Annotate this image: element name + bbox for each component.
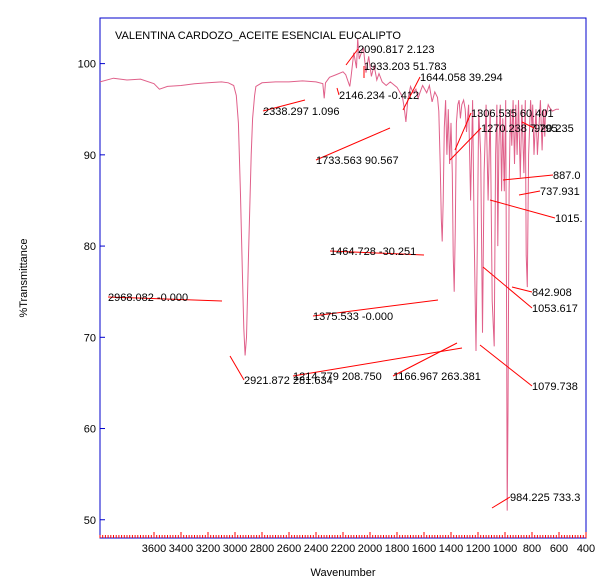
x-tick-label: 3600 — [142, 543, 166, 555]
annotation-leader — [329, 250, 425, 256]
y-tick-label: 90 — [84, 150, 96, 162]
annotation-leader — [336, 87, 340, 96]
peak-label: 737.931 — [540, 186, 580, 198]
peak-annotations: 2968.082 -0.000 2921.872 281.634 2338.297 … — [107, 44, 583, 509]
y-tick-label: 80 — [84, 241, 96, 253]
annotation-leader — [454, 112, 472, 151]
x-tick-label: 600 — [550, 543, 568, 555]
x-tick-label: 1400 — [439, 543, 463, 555]
y-axis-tick-labels: 50 60 70 80 90 100 — [78, 59, 96, 527]
chart-title: VALENTINA CARDOZO_ACEITE ESENCIAL EUCALI… — [115, 30, 401, 42]
peak-label: 1644.058 39.294 — [420, 72, 503, 84]
annotation-leader — [107, 296, 223, 302]
y-tick-label: 70 — [84, 332, 96, 344]
peak-label: 920.235 — [534, 123, 574, 135]
series-line-spectrum — [99, 38, 559, 511]
peak-label: 2921.872 281.634 — [244, 375, 333, 387]
y-tick-label: 60 — [84, 424, 96, 436]
y-tick-label: 100 — [78, 59, 96, 71]
peak-label: 2338.297 1.096 — [263, 106, 339, 118]
peak-label: 887.0 — [553, 170, 581, 182]
peak-label: 1933.203 51.783 — [364, 61, 447, 73]
annotation-leader — [502, 174, 554, 181]
x-tick-label: 1200 — [466, 543, 490, 555]
peak-label: 2968.082 -0.000 — [108, 292, 188, 304]
x-axis-tick-labels: 3600 3400 3200 3000 2800 2600 2400 2200 2000 1800… — [142, 543, 595, 555]
annotation-leader — [491, 496, 511, 509]
annotation-leader — [482, 266, 533, 309]
x-tick-label: 2400 — [304, 543, 328, 555]
peak-label: 1733.563 90.567 — [316, 155, 399, 167]
x-tick-label: 2000 — [358, 543, 382, 555]
x-minor-ticks — [99, 532, 587, 538]
annotation-leader — [262, 99, 306, 112]
x-tick-label: 2200 — [331, 543, 355, 555]
annotation-leader — [489, 199, 556, 219]
annotation-leader — [392, 342, 458, 377]
annotation-leader — [229, 355, 245, 381]
annotation-leader — [402, 76, 421, 111]
peak-label: 2090.817 2.123 — [358, 44, 434, 56]
peak-label: 1214.779 208.750 — [293, 371, 382, 383]
x-tick-label: 800 — [523, 543, 541, 555]
annotation-leader — [511, 286, 533, 293]
peak-label: 1166.967 263.381 — [393, 371, 481, 383]
x-tick-label: 2600 — [277, 543, 301, 555]
peak-label: 2146.234 -0.412 — [339, 90, 419, 102]
peak-label: 1053.617 — [532, 303, 578, 315]
x-axis-label: Wavenumber — [310, 567, 375, 579]
peak-label: 1375.533 -0.000 — [313, 311, 393, 323]
peak-label: 1079.738 — [532, 381, 578, 393]
annotation-leader — [479, 344, 533, 387]
annotation-leader — [521, 121, 535, 129]
plot-area — [99, 17, 587, 539]
peak-label: 984.225 733.3 — [510, 492, 580, 504]
x-tick-label: 400 — [577, 543, 595, 555]
x-tick-label: 1800 — [385, 543, 409, 555]
peak-label: 1306.535 60.401 — [471, 108, 554, 120]
annotation-leader — [345, 48, 359, 66]
peak-label: 1015. — [555, 213, 583, 225]
x-tick-label: 1000 — [493, 543, 517, 555]
annotation-leader — [449, 127, 482, 161]
x-tick-label: 3000 — [223, 543, 247, 555]
annotation-leader — [518, 190, 541, 196]
x-tick-label: 1600 — [412, 543, 436, 555]
peak-label: 1270.238 7.795 — [481, 123, 557, 135]
peak-label: 842.908 — [532, 287, 572, 299]
y-axis-ticks — [100, 63, 105, 521]
peak-label: 1464.728 -30.251 — [330, 246, 416, 258]
x-tick-label: 2800 — [250, 543, 274, 555]
annotation-leader — [312, 299, 439, 317]
x-tick-label: 3200 — [196, 543, 220, 555]
y-tick-label: 50 — [84, 515, 96, 527]
annotation-leader — [315, 127, 391, 161]
x-tick-label: 3400 — [169, 543, 193, 555]
y-axis-label: %Transmittance — [18, 238, 30, 317]
annotation-leader — [292, 347, 463, 377]
